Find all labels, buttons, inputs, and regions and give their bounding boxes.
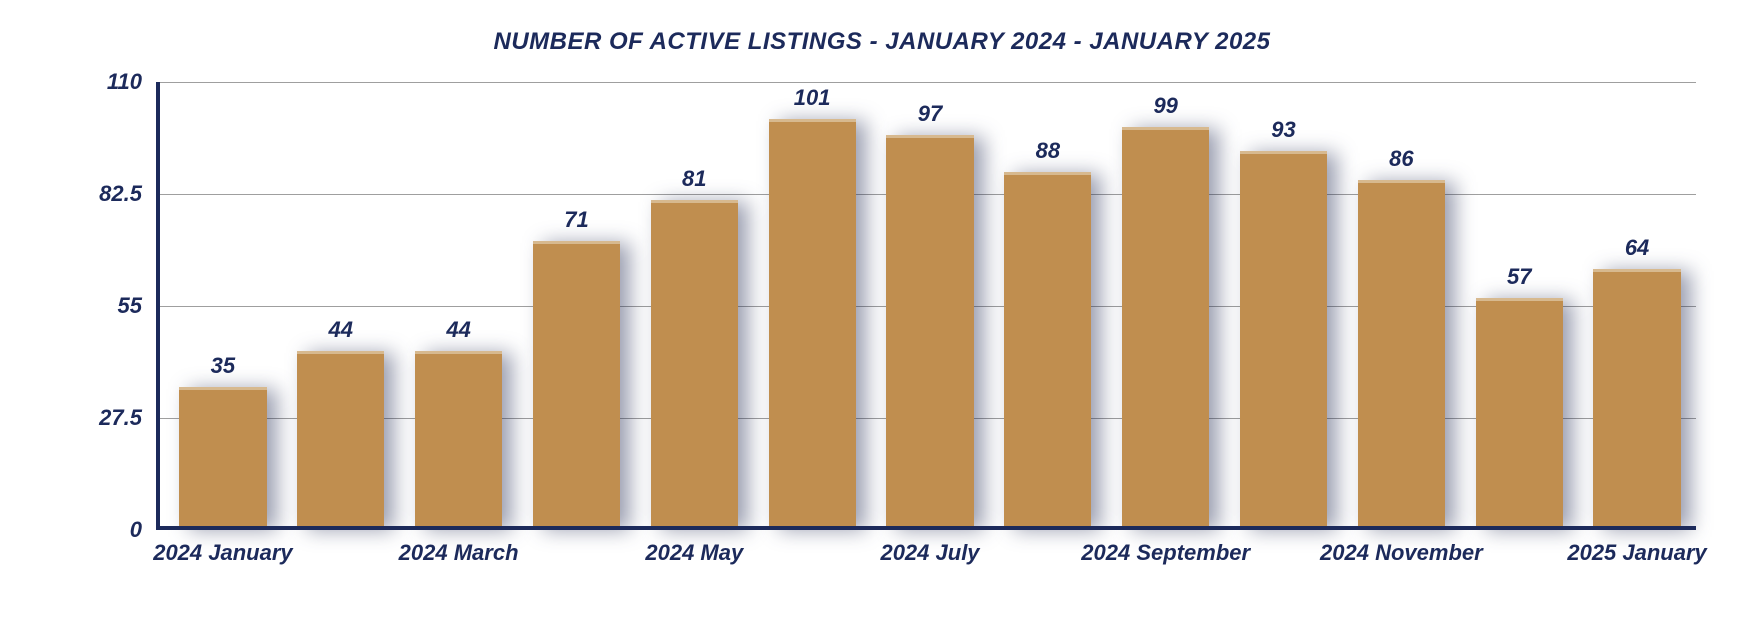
bar-value-label: 44 [446,317,470,343]
bar-slot: 64 [1578,82,1696,530]
bar-value-label: 99 [1153,93,1177,119]
bar [769,119,856,530]
y-tick-label: 55 [118,293,156,319]
x-tick-label: 2024 September [1081,530,1250,566]
x-tick-label: 2024 July [880,530,979,566]
bar-value-label: 64 [1625,235,1649,261]
y-tick-label: 110 [107,69,156,95]
bar-value-label: 97 [918,101,942,127]
bar [415,351,502,530]
bar-slot: 93 [1225,82,1343,530]
bar-value-label: 101 [794,85,831,111]
bar [1593,269,1680,530]
bar-value-label: 81 [682,166,706,192]
bar [1240,151,1327,530]
bar-slot: 35 [164,82,282,530]
bar-slot: 44 [282,82,400,530]
bar [886,135,973,530]
bar-value-label: 44 [329,317,353,343]
listings-bar-chart: NUMBER OF ACTIVE LISTINGS - JANUARY 2024… [0,0,1764,628]
bar-value-label: 86 [1389,146,1413,172]
bar [533,241,620,530]
bar-slot: 86 [1342,82,1460,530]
chart-title: NUMBER OF ACTIVE LISTINGS - JANUARY 2024… [0,28,1764,56]
x-tick-label: 2025 January [1567,530,1706,566]
bar-slot: 97 [871,82,989,530]
bar-slot: 101 [753,82,871,530]
bar-slot: 71 [518,82,636,530]
bars-layer: 35 44 44 71 81 101 97 88 99 93 86 57 64 [156,82,1696,530]
y-tick-label: 82.5 [99,181,156,207]
plot-area: 354444718110197889993865764 027.55582.51… [156,82,1696,530]
bar-value-label: 35 [211,353,235,379]
bar [1122,127,1209,530]
y-tick-label: 0 [130,517,156,543]
bar [1004,172,1091,530]
bar-value-label: 57 [1507,264,1531,290]
bar-slot: 99 [1107,82,1225,530]
x-tick-label: 2024 January [153,530,292,566]
bar-slot: 44 [400,82,518,530]
y-tick-label: 27.5 [99,405,156,431]
x-tick-label: 2024 November [1320,530,1483,566]
x-tick-label: 2024 May [645,530,743,566]
bar [1476,298,1563,530]
bar [297,351,384,530]
x-tick-label: 2024 March [399,530,519,566]
bar [651,200,738,530]
bar-value-label: 93 [1271,117,1295,143]
bar-slot: 88 [989,82,1107,530]
bar-value-label: 88 [1036,138,1060,164]
bar [1358,180,1445,530]
bar-value-label: 71 [564,207,588,233]
bar [179,387,266,530]
bar-slot: 57 [1460,82,1578,530]
y-axis-line [156,82,160,530]
bar-slot: 81 [635,82,753,530]
